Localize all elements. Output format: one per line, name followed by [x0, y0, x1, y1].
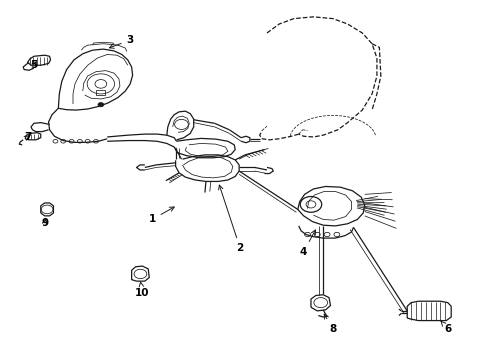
Polygon shape: [27, 55, 50, 65]
Text: 2: 2: [219, 185, 244, 253]
Polygon shape: [41, 203, 53, 216]
Polygon shape: [298, 186, 365, 226]
Polygon shape: [58, 49, 133, 110]
Text: 8: 8: [324, 314, 337, 334]
Text: 7: 7: [24, 132, 31, 142]
Text: 4: 4: [300, 230, 316, 257]
Text: 3: 3: [109, 35, 134, 48]
Text: 5: 5: [30, 60, 38, 70]
Polygon shape: [132, 266, 149, 281]
Polygon shape: [25, 133, 41, 140]
Circle shape: [98, 103, 104, 107]
Text: 6: 6: [441, 321, 451, 334]
Polygon shape: [407, 301, 451, 320]
Polygon shape: [311, 295, 331, 311]
Text: 10: 10: [135, 282, 149, 298]
Text: 1: 1: [148, 207, 174, 224]
Text: 9: 9: [41, 218, 48, 228]
